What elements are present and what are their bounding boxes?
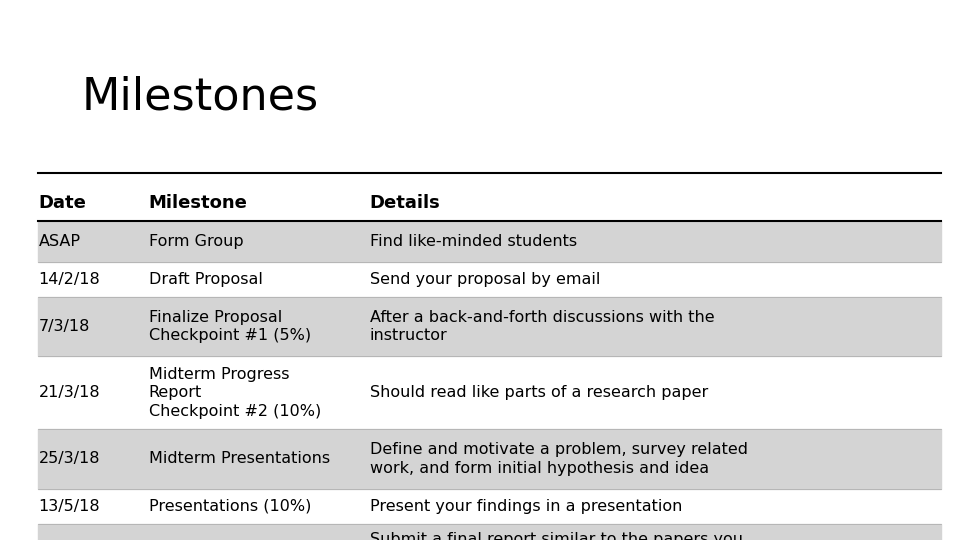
Text: Form Group: Form Group <box>149 234 244 249</box>
Text: ASAP: ASAP <box>38 234 81 249</box>
Bar <box>38 297 941 356</box>
Text: Define and motivate a problem, survey related
work, and form initial hypothesis : Define and motivate a problem, survey re… <box>370 442 748 476</box>
Text: Send your proposal by email: Send your proposal by email <box>370 272 600 287</box>
Text: 25/3/18: 25/3/18 <box>38 451 100 467</box>
Text: 13/5/18: 13/5/18 <box>38 499 100 514</box>
Text: Present your findings in a presentation: Present your findings in a presentation <box>370 499 682 514</box>
Text: Submit a final report similar to the papers you
read: Submit a final report similar to the pap… <box>370 532 743 540</box>
Bar <box>38 524 941 540</box>
Text: Details: Details <box>370 194 441 212</box>
Bar <box>38 181 941 221</box>
Text: Date: Date <box>38 194 86 212</box>
Bar <box>38 429 941 489</box>
Text: Milestones: Milestones <box>82 76 319 119</box>
Text: Draft Proposal: Draft Proposal <box>149 272 263 287</box>
Text: After a back-and-forth discussions with the
instructor: After a back-and-forth discussions with … <box>370 310 714 343</box>
Text: Find like-minded students: Find like-minded students <box>370 234 577 249</box>
Text: 14/2/18: 14/2/18 <box>38 272 100 287</box>
Text: 7/3/18: 7/3/18 <box>38 319 90 334</box>
Text: Presentations (10%): Presentations (10%) <box>149 499 311 514</box>
Text: Finalize Proposal
Checkpoint #1 (5%): Finalize Proposal Checkpoint #1 (5%) <box>149 310 311 343</box>
Text: Milestone: Milestone <box>149 194 248 212</box>
Bar <box>38 221 941 262</box>
Text: Midterm Presentations: Midterm Presentations <box>149 451 330 467</box>
Text: 21/3/18: 21/3/18 <box>38 386 100 400</box>
Text: Midterm Progress
Report
Checkpoint #2 (10%): Midterm Progress Report Checkpoint #2 (1… <box>149 367 321 419</box>
Text: Should read like parts of a research paper: Should read like parts of a research pap… <box>370 386 708 400</box>
